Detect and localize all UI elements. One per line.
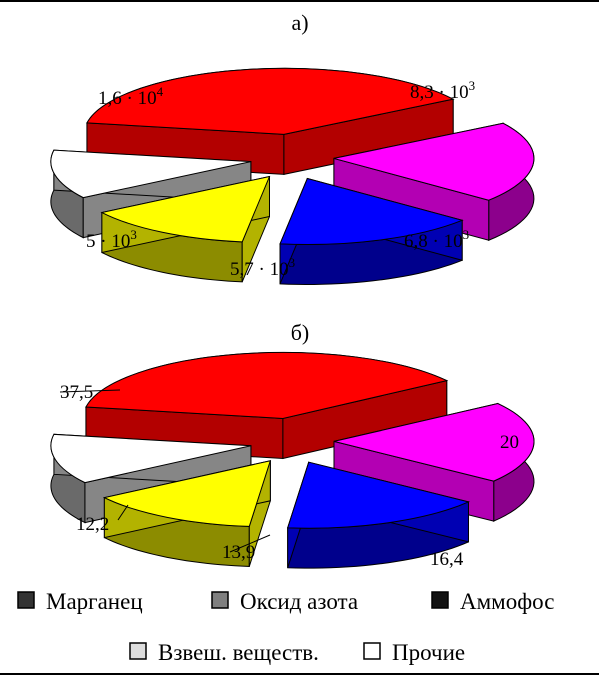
chart-title: а) (291, 10, 308, 35)
data-label-прочие: 12,2 (76, 514, 109, 535)
legend-label: Прочие (392, 640, 465, 665)
legend-swatch (17, 591, 35, 609)
legend-label: Оксид азота (240, 589, 358, 614)
slice-аммофос (287, 461, 471, 569)
slice-взвеш-веществ- (102, 460, 272, 567)
leader-line (59, 389, 121, 393)
legend-label: Марганец (46, 589, 143, 614)
data-label-оксид-азота: 8,3 · 103 (410, 78, 475, 103)
legend-swatch (129, 642, 147, 660)
slice-top (85, 351, 449, 419)
slice-top (287, 461, 471, 529)
legend-item-марганец: Марганец (17, 589, 143, 614)
top-rule (0, 0, 599, 2)
data-label-аммофос: 6,8 · 103 (404, 227, 469, 252)
slice-top (333, 403, 535, 482)
legend-item-оксид-азота: Оксид азота (211, 589, 358, 614)
legend-swatch (211, 591, 229, 609)
slice-top (50, 149, 251, 199)
legend-item-аммофос: Аммофос (431, 589, 554, 614)
slice-top (102, 460, 272, 527)
bottom-rule (0, 673, 599, 675)
data-label-прочие: 5 · 103 (86, 227, 137, 252)
legend-swatch (363, 642, 381, 660)
slice-взвеш-веществ- (100, 175, 271, 283)
legend-swatch (431, 591, 449, 609)
slice-top (333, 122, 535, 201)
legend-label: Взвеш. веществ. (158, 640, 319, 665)
leader-line (117, 504, 129, 521)
data-label-оксид-азота: 20 (500, 432, 519, 453)
pie-chart-a: а) 1,6 · 104 8,3 · 103 6,8 · 103 5,7 · 103 5 … (50, 10, 535, 285)
slice-top (279, 177, 464, 245)
slice-оксид-азота (333, 122, 535, 241)
data-label-аммофос: 16,4 (430, 549, 464, 570)
leader-line (229, 534, 271, 553)
data-label-взвеш-веществ-: 13,9 (222, 542, 255, 563)
legend-item-прочие: Прочие (363, 640, 465, 665)
data-label-марганец: 1,6 · 104 (98, 84, 164, 109)
legend-label: Аммофос (460, 589, 554, 614)
legend-item-взвеш-веществ-: Взвеш. веществ. (129, 640, 319, 665)
slice-оксид-азота (333, 402, 535, 522)
slice-аммофос (279, 177, 464, 285)
slice-марганец (86, 67, 455, 175)
data-label-марганец: 37,5 (60, 382, 93, 403)
slice-top (86, 67, 455, 135)
slice-top (50, 433, 252, 484)
pie-chart-b: б) 37,5 20 16,4 13,9 12,2 (50, 320, 535, 570)
legend: Марганец Оксид азота Аммофос Взвеш. веществ… (17, 589, 554, 665)
chart-title: б) (291, 320, 310, 345)
slice-top (100, 175, 271, 243)
data-label-взвеш-веществ-: 5,7 · 103 (230, 255, 295, 280)
